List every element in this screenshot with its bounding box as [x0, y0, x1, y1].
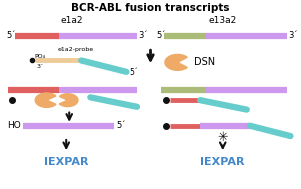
Text: ✳: ✳ — [218, 132, 228, 144]
Text: BCR-ABL fusion transcripts: BCR-ABL fusion transcripts — [71, 3, 230, 12]
Wedge shape — [165, 54, 187, 70]
Text: 3´: 3´ — [36, 64, 43, 69]
Text: 3´: 3´ — [138, 31, 148, 40]
Text: e1a2-probe: e1a2-probe — [57, 47, 93, 52]
Text: IEXPAR: IEXPAR — [44, 157, 88, 167]
Text: 3´: 3´ — [288, 31, 298, 40]
Text: 5´: 5´ — [129, 68, 138, 77]
Text: 5´: 5´ — [157, 31, 166, 40]
Wedge shape — [59, 94, 78, 107]
Text: 5´: 5´ — [6, 31, 16, 40]
Text: IEXPAR: IEXPAR — [200, 157, 245, 167]
Text: PO₄: PO₄ — [35, 54, 46, 59]
Text: DSN: DSN — [194, 57, 215, 67]
Text: HO: HO — [8, 121, 21, 130]
Text: e1a2: e1a2 — [61, 16, 83, 25]
Wedge shape — [35, 93, 56, 107]
Text: 5´: 5´ — [116, 121, 126, 130]
Text: e13a2: e13a2 — [209, 16, 237, 25]
